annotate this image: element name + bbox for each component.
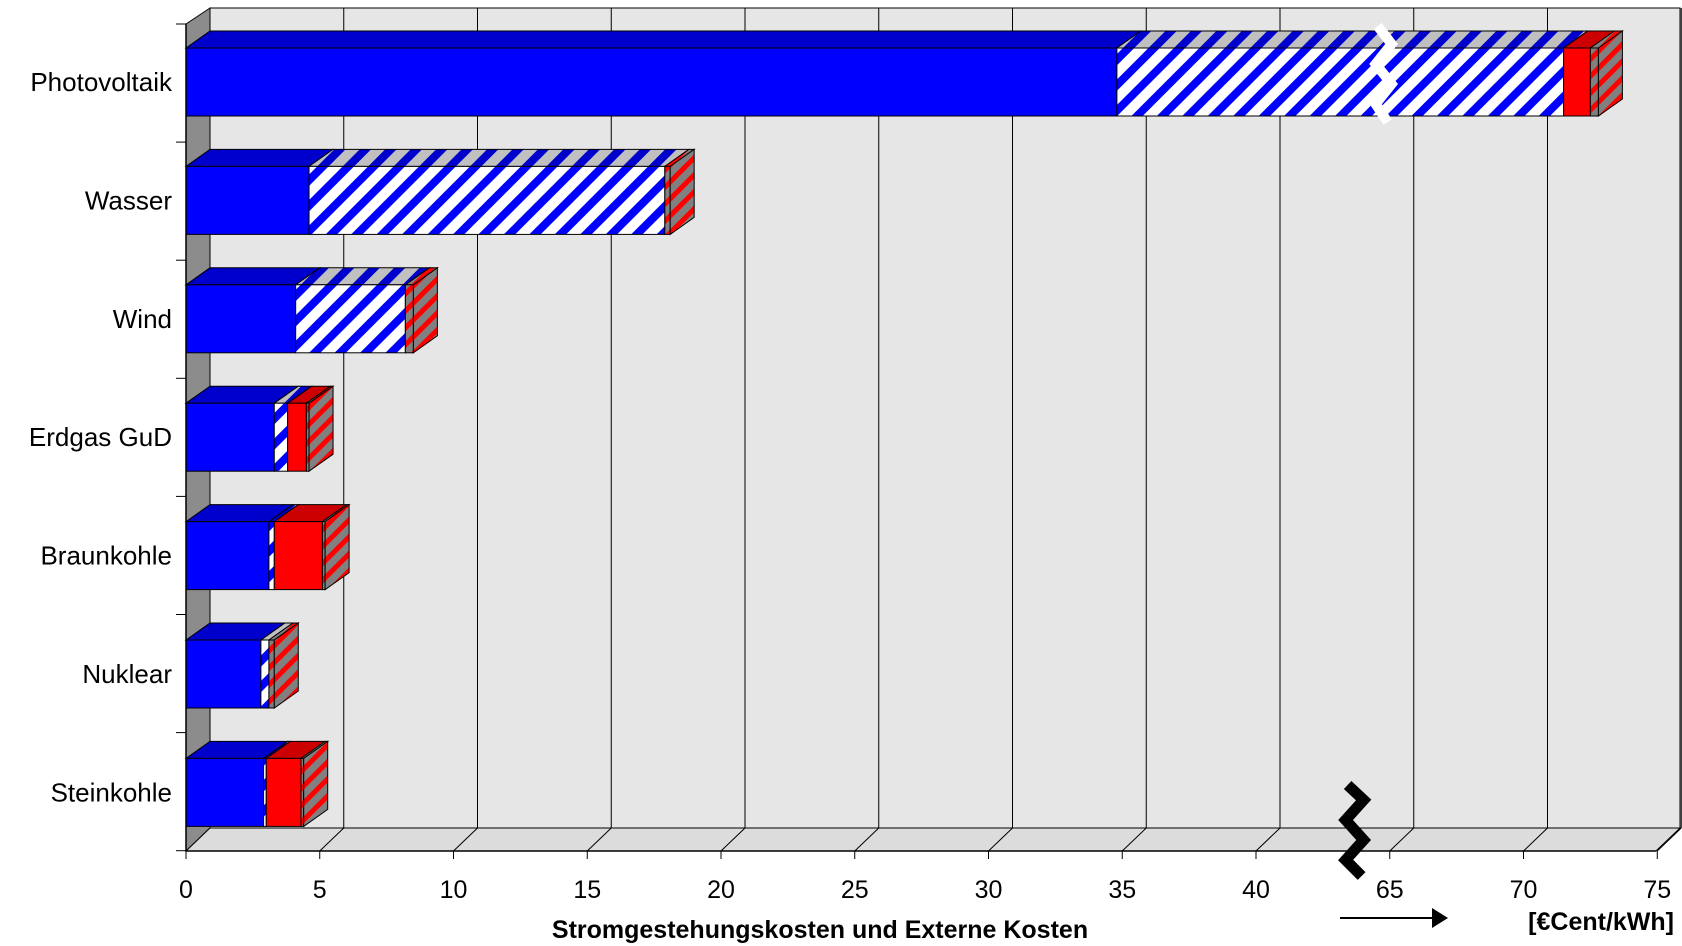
bar-segment	[664, 165, 671, 235]
bar-segment	[185, 639, 262, 709]
tick-labels: 0 5 10 15 20 25 30 35 40 65 70 75	[179, 876, 1671, 904]
bar-side	[412, 266, 438, 354]
bar-group	[184, 740, 330, 828]
gridline-floor	[1121, 827, 1147, 852]
x-tick-label: 20	[707, 876, 735, 904]
axis-break-marks	[1338, 22, 1399, 880]
category-label: Erdgas GuD	[29, 422, 172, 452]
gridlines	[319, 8, 1682, 852]
gridline-floor	[1389, 827, 1415, 852]
gridline-floor	[988, 827, 1013, 852]
bar-group	[184, 148, 696, 236]
x-axis-title: Stromgestehungskosten und Externe Kosten	[552, 916, 1088, 944]
bar-segment	[1563, 47, 1591, 117]
gridline-floor	[1523, 827, 1548, 852]
bars	[184, 30, 1624, 828]
bar-segment-top	[1115, 30, 1590, 49]
gridline-floor	[319, 827, 345, 852]
bar-segment	[185, 521, 270, 591]
bar-segment	[265, 757, 302, 827]
x-tick-label: 15	[573, 876, 601, 904]
x-tick-label: 30	[975, 876, 1003, 904]
bar-group	[184, 30, 1624, 117]
x-tick-label: 35	[1108, 876, 1136, 904]
axes	[176, 23, 1658, 859]
axis-break-mark	[1338, 780, 1372, 880]
bar-side	[308, 385, 334, 473]
category-label: Steinkohle	[51, 777, 172, 807]
x-tick-label: 65	[1376, 876, 1404, 904]
bar-side	[1597, 30, 1623, 117]
category-label: Wasser	[85, 185, 172, 215]
bar-segment	[287, 402, 307, 472]
bar-side	[324, 503, 350, 591]
bar-group	[184, 385, 335, 473]
category-label: Nuklear	[82, 659, 172, 689]
back-wall	[209, 7, 1681, 829]
gridline-floor	[453, 827, 478, 852]
bar-side	[669, 148, 695, 236]
bar-segment	[185, 402, 275, 472]
floor	[184, 827, 1682, 852]
unit-arrow	[1340, 908, 1448, 928]
bar-side	[273, 622, 299, 709]
bar-segment-top	[184, 148, 335, 167]
x-tick-label: 40	[1242, 876, 1270, 904]
bar-segment	[1116, 47, 1565, 117]
bar-segment	[308, 165, 666, 235]
bar-segment	[268, 639, 275, 709]
bar-segment	[273, 521, 323, 591]
x-tick-label: 5	[313, 876, 327, 904]
bar-segment	[260, 639, 270, 709]
x-tick-label: 75	[1643, 876, 1671, 904]
x-tick-label: 70	[1510, 876, 1538, 904]
x-tick-label: 25	[841, 876, 869, 904]
category-label: Photovoltaik	[30, 67, 173, 97]
category-label: Braunkohle	[40, 541, 172, 571]
bar-break-mark	[1369, 22, 1399, 125]
category-labels: Photovoltaik Wasser Wind Erdgas GuD Braunkoh…	[29, 67, 173, 807]
bar-segment	[185, 165, 310, 235]
bar-segment	[185, 47, 1118, 117]
bar-segment-top	[184, 30, 1143, 49]
plot-background	[184, 7, 1682, 853]
bar-segment	[185, 284, 297, 354]
x-tick-label: 10	[440, 876, 468, 904]
gridline-floor	[586, 827, 612, 852]
bar-group	[184, 622, 300, 709]
bar-segment	[273, 402, 289, 472]
bar-segment-top	[307, 148, 691, 167]
bar-segment	[404, 284, 414, 354]
bar-side	[303, 740, 329, 828]
category-label: Wind	[113, 304, 172, 334]
bar-group	[184, 503, 351, 591]
unit-label: [€Cent/kWh]	[1528, 908, 1674, 936]
gridline-floor	[1656, 827, 1682, 852]
bar-segment	[268, 521, 275, 591]
bar-segment	[185, 757, 265, 827]
gridline-floor	[854, 827, 880, 852]
bar-segment	[295, 284, 406, 354]
gridline-floor	[1255, 827, 1281, 852]
bar-segment	[1589, 47, 1599, 117]
gridline-floor	[720, 827, 746, 852]
bar-group	[184, 266, 439, 354]
x-tick-label: 0	[179, 876, 193, 904]
